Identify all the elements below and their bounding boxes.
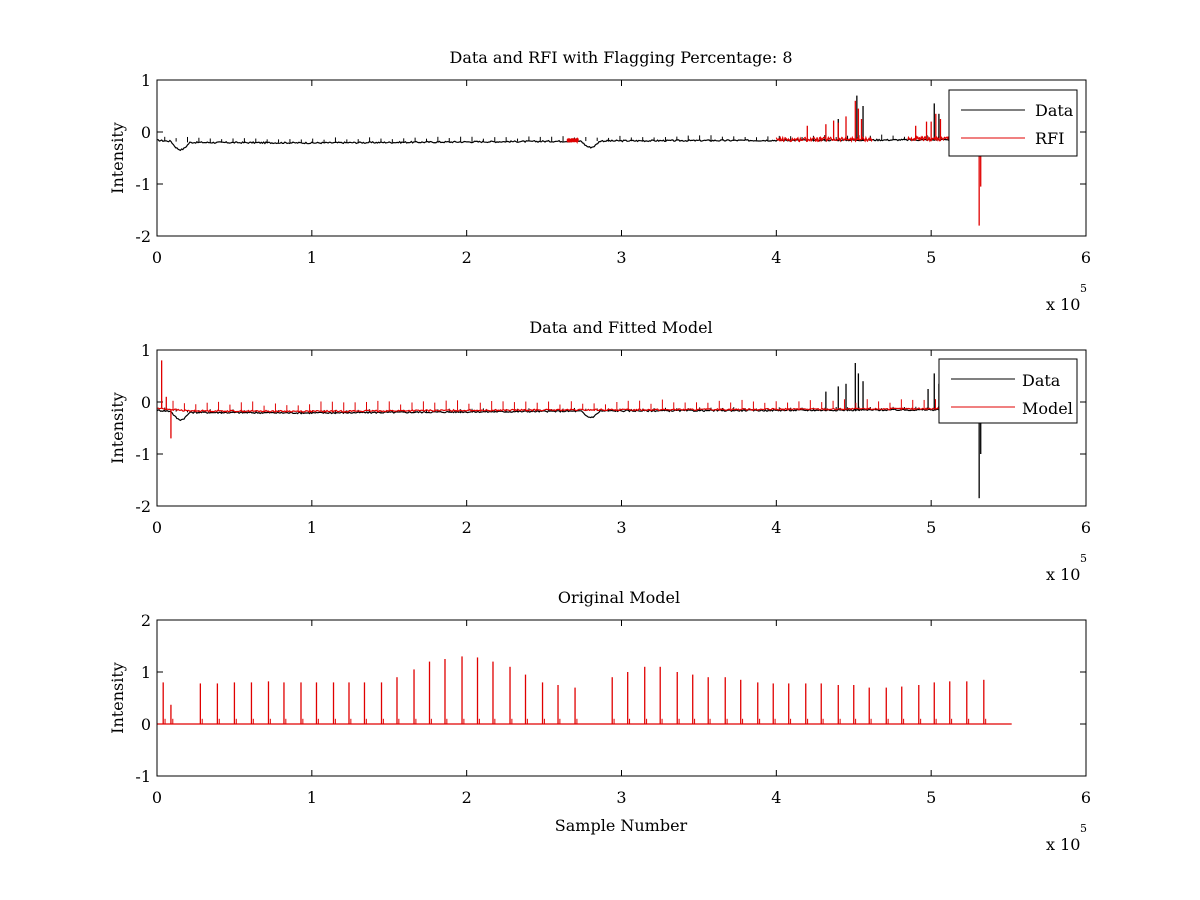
x-tick-label: 4 (771, 248, 781, 267)
x-tick-label: 0 (152, 248, 162, 267)
x-tick-label: 5 (926, 248, 936, 267)
x-tick-label: 0 (152, 518, 162, 537)
subplot-1-legend: Data RFI (948, 89, 1078, 157)
x-tick-label: 3 (616, 518, 626, 537)
subplot-1-legend-label-data: Data (1035, 101, 1074, 120)
x-tick-label: 1 (307, 788, 317, 807)
y-tick-label: 2 (141, 611, 151, 630)
subplot-3-xlabel: Sample Number (555, 816, 688, 835)
subplot-2-legend: Data Model (938, 358, 1078, 424)
x-tick-label: 2 (462, 518, 472, 537)
y-tick-label: 1 (141, 71, 151, 90)
subplot-2-legend-label-data: Data (1022, 371, 1061, 390)
x-tick-label: 1 (307, 518, 317, 537)
subplot-1-legend-box (948, 89, 1078, 157)
subplot-3-x-multiplier: x 10 (1046, 835, 1080, 854)
series-rfi-segment (775, 135, 873, 143)
subplot-3-x-exponent: 5 (1080, 822, 1087, 835)
x-tick-label: 0 (152, 788, 162, 807)
y-tick-label: 0 (141, 715, 151, 734)
x-tick-label: 1 (307, 248, 317, 267)
x-tick-label: 2 (462, 788, 472, 807)
series-model-line (156, 407, 978, 413)
subplot-2-ylabel: Intensity (108, 392, 127, 464)
x-tick-label: 2 (462, 248, 472, 267)
y-tick-label: -1 (135, 445, 151, 464)
y-tick-label: -2 (135, 227, 151, 246)
subplot-1-series (157, 95, 982, 226)
subplot-1: Data and RFI with Flagging Percentage: 8… (108, 48, 1091, 314)
y-tick-label: -2 (135, 497, 151, 516)
subplot-2-x-multiplier: x 10 (1046, 565, 1080, 584)
y-tick-label: -1 (135, 767, 151, 786)
subplot-2: Data and Fitted Model Intensity 0 1 2 3 4 5 6 -… (108, 318, 1091, 584)
subplot-3-series (157, 656, 1012, 725)
subplot-1-ylabel: Intensity (108, 122, 127, 194)
x-tick-label: 6 (1081, 788, 1091, 807)
subplot-1-legend-label-rfi: RFI (1035, 129, 1064, 148)
subplot-1-title: Data and RFI with Flagging Percentage: 8 (449, 48, 792, 67)
x-tick-label: 5 (926, 518, 936, 537)
subplot-3-axes-box (156, 619, 1087, 777)
subplot-1-x-exponent: 5 (1080, 282, 1087, 295)
y-tick-label: 1 (141, 663, 151, 682)
x-tick-label: 4 (771, 788, 781, 807)
x-tick-label: 6 (1081, 518, 1091, 537)
subplot-2-legend-label-model: Model (1022, 399, 1073, 418)
series-rfi-segment (566, 137, 579, 145)
subplot-2-title: Data and Fitted Model (529, 318, 712, 337)
subplot-2-series (156, 360, 982, 499)
y-tick-label: -1 (135, 175, 151, 194)
subplot-3-title: Original Model (558, 588, 680, 607)
subplot-2-x-exponent: 5 (1080, 552, 1087, 565)
subplot-1-x-multiplier: x 10 (1046, 295, 1080, 314)
series-data-line (156, 407, 978, 422)
x-tick-label: 3 (616, 788, 626, 807)
subplot-3-ylabel: Intensity (108, 662, 127, 734)
subplot-2-axes-box (156, 349, 1087, 507)
y-tick-label: 1 (141, 341, 151, 360)
subplot-2-legend-box (938, 358, 1078, 424)
x-tick-label: 5 (926, 788, 936, 807)
x-tick-label: 6 (1081, 248, 1091, 267)
x-tick-label: 3 (616, 248, 626, 267)
y-tick-label: 0 (141, 123, 151, 142)
y-tick-label: 0 (141, 393, 151, 412)
subplot-1-axes-box (156, 79, 1087, 237)
x-tick-label: 4 (771, 518, 781, 537)
